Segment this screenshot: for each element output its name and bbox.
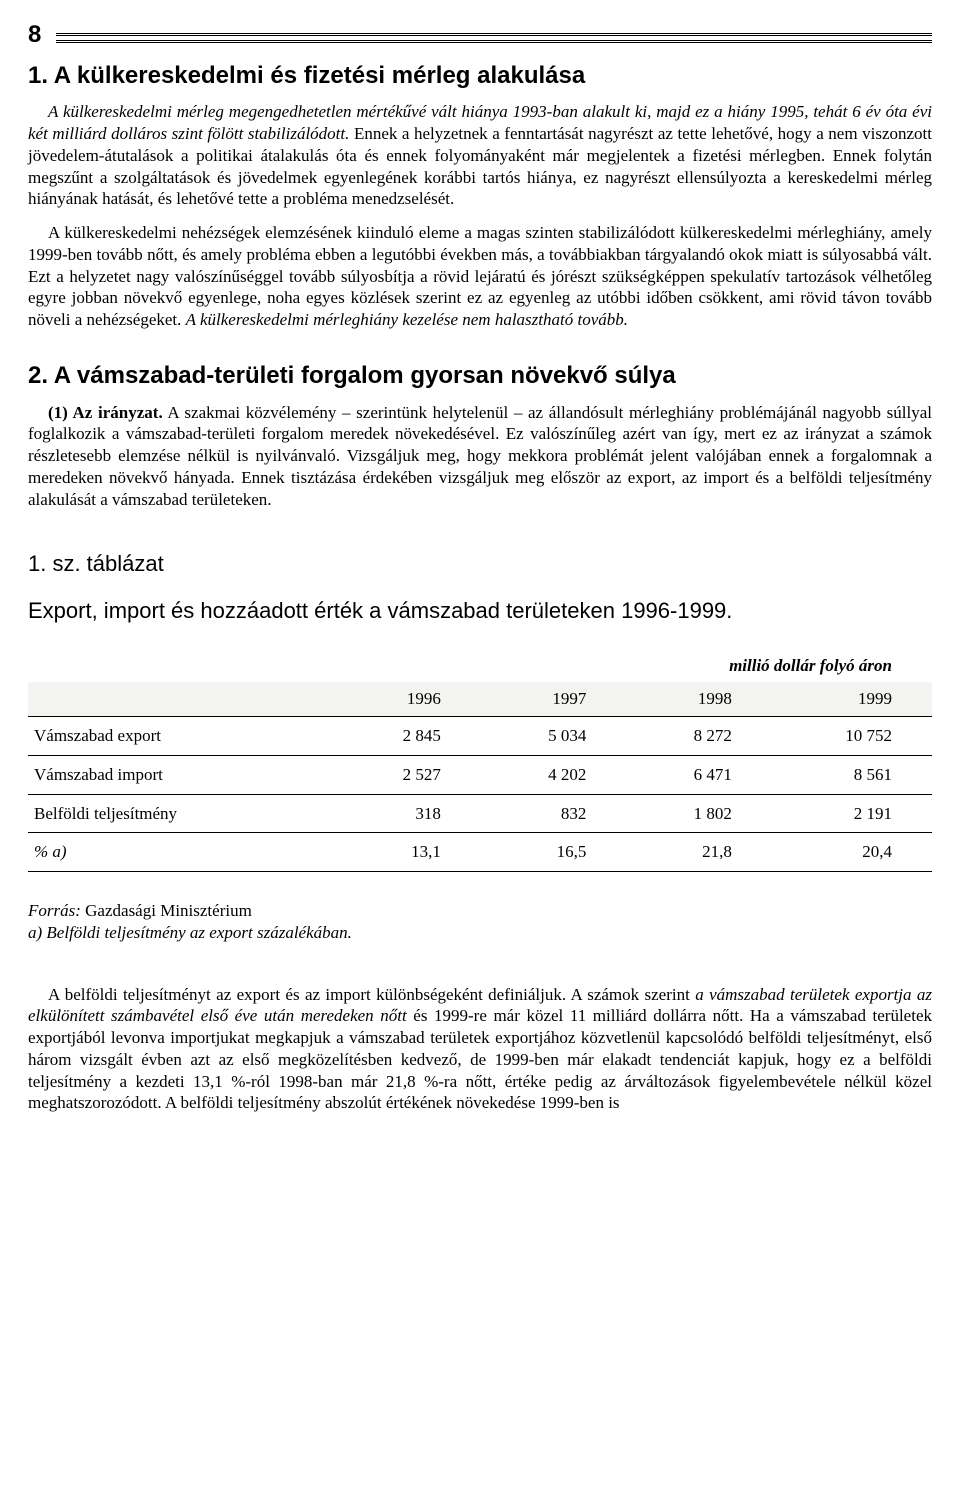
header-rule	[56, 33, 932, 43]
cell: 6 471	[626, 755, 771, 794]
cell: 2 191	[772, 794, 932, 833]
source-text: Gazdasági Minisztérium	[81, 901, 252, 920]
cell: 832	[481, 794, 626, 833]
para-tail: A külkereskedelmi mérleghiány kezelése n…	[186, 310, 628, 329]
cell: 8 272	[626, 717, 771, 756]
col-blank	[28, 682, 335, 716]
row-label: Belföldi teljesítmény	[28, 794, 335, 833]
row-label: Vámszabad import	[28, 755, 335, 794]
col-1997: 1997	[481, 682, 626, 716]
cell: 1 802	[626, 794, 771, 833]
col-1998: 1998	[626, 682, 771, 716]
section-1-heading: 1. A külkereskedelmi és fizetési mérleg …	[28, 61, 932, 92]
para-lead: (1) Az irányzat.	[48, 403, 163, 422]
section-2-heading: 2. A vámszabad-területi forgalom gyorsan…	[28, 361, 932, 392]
table-row: % a)13,116,521,820,4	[28, 833, 932, 872]
table-row: Belföldi teljesítmény3188321 8022 191	[28, 794, 932, 833]
section-2-para-1: (1) Az irányzat. A szakmai közvélemény –…	[28, 402, 932, 511]
cell: 5 034	[481, 717, 626, 756]
page-number: 8	[28, 20, 45, 51]
table-1-source: Forrás: Gazdasági Minisztérium a) Belföl…	[28, 900, 932, 944]
table-1-unit: millió dollár folyó áron	[28, 655, 892, 677]
table-1-title: Export, import és hozzáadott érték a vám…	[28, 597, 932, 625]
table-header-row: 1996 1997 1998 1999	[28, 682, 932, 716]
cell: 10 752	[772, 717, 932, 756]
row-label: % a)	[28, 833, 335, 872]
table-1: 1996 1997 1998 1999 Vámszabad export2 84…	[28, 682, 932, 872]
table-1-label: 1. sz. táblázat	[28, 550, 932, 578]
para-body: A szakmai közvélemény – szerintünk helyt…	[28, 403, 932, 509]
para-body: A belföldi teljesítményt az export és az…	[48, 985, 695, 1004]
cell: 8 561	[772, 755, 932, 794]
cell: 4 202	[481, 755, 626, 794]
cell: 13,1	[335, 833, 480, 872]
cell: 21,8	[626, 833, 771, 872]
source-label: Forrás:	[28, 901, 81, 920]
table-row: Vámszabad import2 5274 2026 4718 561	[28, 755, 932, 794]
cell: 16,5	[481, 833, 626, 872]
table-note-a: a) Belföldi teljesítmény az export száza…	[28, 922, 932, 944]
row-label: Vámszabad export	[28, 717, 335, 756]
col-1996: 1996	[335, 682, 480, 716]
cell: 318	[335, 794, 480, 833]
cell: 2 845	[335, 717, 480, 756]
col-1999: 1999	[772, 682, 932, 716]
table-row: Vámszabad export2 8455 0348 27210 752	[28, 717, 932, 756]
page-header: 8	[28, 20, 932, 43]
cell: 20,4	[772, 833, 932, 872]
section-1-para-1: A külkereskedelmi mérleg megengedhetetle…	[28, 101, 932, 210]
tail-para: A belföldi teljesítményt az export és az…	[28, 984, 932, 1115]
cell: 2 527	[335, 755, 480, 794]
section-1-para-2: A külkereskedelmi nehézségek elemzésének…	[28, 222, 932, 331]
